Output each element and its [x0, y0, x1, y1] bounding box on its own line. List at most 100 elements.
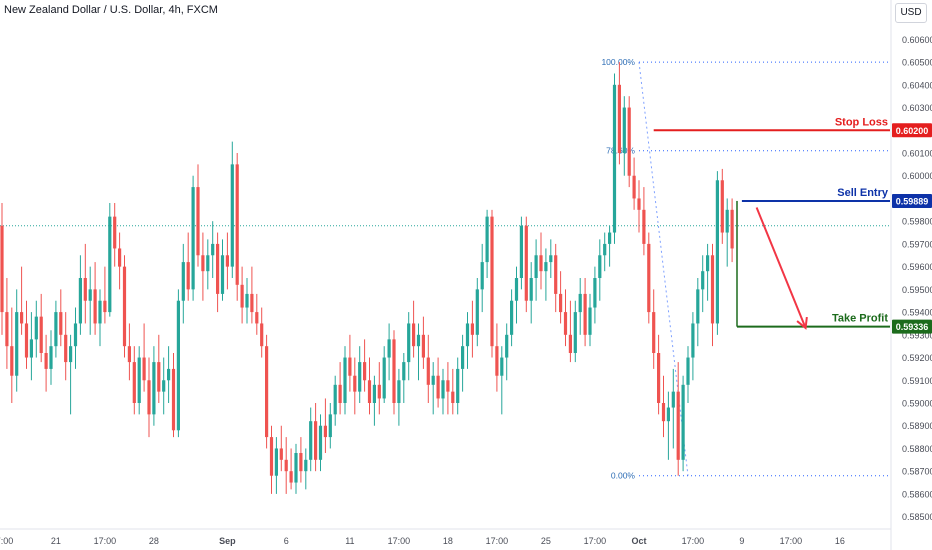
- candle-body: [426, 357, 430, 385]
- price-axis-tag: [892, 123, 932, 138]
- candle-body: [318, 425, 323, 460]
- candle-body: [519, 225, 523, 278]
- candle-body: [465, 323, 470, 347]
- candle-body: [274, 448, 278, 476]
- x-tick-label: 16: [835, 536, 845, 546]
- y-tick-label: 0.60300: [902, 103, 932, 113]
- candle-body: [666, 407, 670, 422]
- candle-body: [510, 300, 514, 335]
- candle-body: [5, 312, 9, 347]
- candle-body: [118, 248, 122, 267]
- candle-body: [196, 187, 200, 256]
- candle-body: [343, 357, 347, 403]
- candle-body: [549, 255, 553, 263]
- candle-body: [436, 375, 440, 399]
- candle-body: [152, 362, 156, 415]
- candle-body: [534, 255, 538, 278]
- x-tick-label: 9: [739, 536, 744, 546]
- y-tick-label: 0.58900: [902, 421, 932, 431]
- candle-body: [15, 312, 19, 376]
- y-tick-label: 0.59000: [902, 399, 932, 409]
- candle-body: [392, 339, 396, 403]
- x-tick-label: 17:00: [0, 536, 13, 546]
- candle-body: [578, 293, 582, 313]
- candle-body: [441, 380, 445, 399]
- candle-body: [250, 293, 254, 313]
- candle-body: [701, 271, 705, 290]
- candle-body: [54, 312, 58, 347]
- candle-body: [328, 414, 332, 438]
- y-tick-label: 0.60100: [902, 149, 932, 159]
- candle-body: [216, 243, 220, 294]
- x-tick-label: 17:00: [388, 536, 411, 546]
- x-tick-label: 17:00: [486, 536, 509, 546]
- candle-body: [235, 164, 239, 285]
- candle-body: [544, 262, 548, 272]
- candle-body: [514, 278, 519, 301]
- candle-body: [500, 357, 504, 376]
- candle-body: [353, 375, 357, 392]
- y-tick-label: 0.59400: [902, 308, 932, 318]
- candle-body: [260, 323, 264, 347]
- candle-body: [147, 380, 151, 415]
- candle-body: [372, 384, 376, 403]
- x-tick-label: 17:00: [780, 536, 803, 546]
- candle-body: [103, 300, 107, 313]
- candle-body: [416, 334, 421, 347]
- candle-body: [255, 312, 259, 324]
- candle-body: [157, 362, 161, 392]
- candle-body: [593, 278, 597, 308]
- candle-body: [88, 289, 92, 301]
- candle-body: [377, 384, 381, 399]
- candle-body: [696, 289, 700, 324]
- candle-body: [446, 380, 450, 392]
- currency-selector[interactable]: USD: [895, 3, 927, 23]
- candle-body: [304, 459, 308, 472]
- candle-body: [284, 459, 288, 472]
- x-tick-label: 18: [443, 536, 453, 546]
- candle-body: [83, 278, 87, 301]
- candle-body: [122, 266, 127, 347]
- candle-body: [64, 334, 68, 363]
- candle-body: [279, 448, 283, 460]
- candle-body: [206, 255, 210, 272]
- candle-body: [265, 346, 269, 438]
- y-tick-label: 0.58600: [902, 489, 932, 499]
- y-tick-label: 0.59200: [902, 353, 932, 363]
- candle-body: [612, 84, 617, 233]
- candle-body: [93, 289, 97, 324]
- candle-body: [568, 334, 572, 353]
- x-tick-label: Sep: [219, 536, 236, 546]
- candle-body: [627, 107, 631, 176]
- candle-body: [554, 255, 558, 294]
- candle-body: [132, 362, 136, 403]
- candle-body: [603, 243, 607, 256]
- candle-body: [220, 255, 225, 294]
- candle-body: [529, 278, 533, 301]
- candle-body: [230, 164, 234, 267]
- candle-body: [725, 209, 729, 233]
- x-tick-label: 28: [149, 536, 159, 546]
- candle-body: [137, 357, 141, 403]
- candle-body: [289, 471, 293, 483]
- candle-body: [451, 391, 455, 403]
- candle-body: [201, 255, 205, 272]
- candle-body: [720, 180, 724, 233]
- candle-body: [108, 216, 112, 313]
- candle-body: [20, 312, 24, 324]
- candle-body: [686, 357, 690, 385]
- trend-arrow-shaft: [755, 207, 807, 329]
- candle-body: [524, 225, 528, 301]
- candle-body: [142, 357, 146, 381]
- candle-body: [632, 175, 636, 199]
- candle-body: [363, 362, 367, 381]
- x-tick-label: 25: [541, 536, 551, 546]
- candle-body: [485, 216, 489, 263]
- candle-body: [691, 323, 695, 358]
- candle-body: [348, 357, 352, 376]
- price-axis-tag: [892, 193, 932, 208]
- candle-body: [323, 425, 327, 438]
- candle-body: [456, 368, 460, 403]
